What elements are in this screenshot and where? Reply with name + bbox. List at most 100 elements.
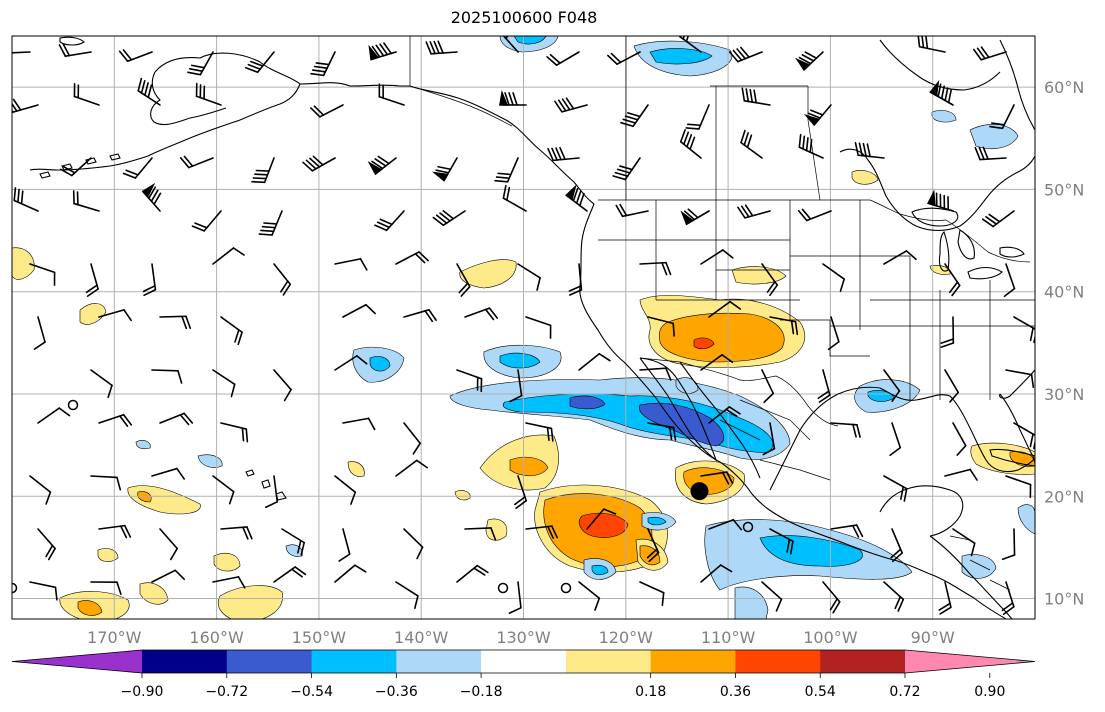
wind-barb [302, 155, 336, 172]
wind-barb [90, 475, 122, 491]
wind-barb [37, 407, 71, 424]
positive-anomaly-region [485, 518, 508, 541]
wind-barb [509, 369, 523, 403]
negative-anomaly-region [197, 454, 223, 468]
wind-barb [679, 36, 702, 53]
wind-barb [212, 475, 235, 505]
positive-anomaly-region [139, 582, 169, 605]
colorbar-segment [735, 650, 821, 673]
wind-barb [395, 459, 429, 477]
wind-barb [952, 528, 976, 557]
hudson-bay [839, 148, 1035, 232]
longitude-label: 160°W [189, 628, 244, 647]
colorbar-segment [396, 650, 482, 673]
wind-barb [499, 90, 527, 106]
colorbar-tick-label: −0.54 [290, 684, 333, 700]
wind-barb [647, 422, 677, 441]
latitude-label: 60°N [1044, 78, 1084, 97]
calm-circle [497, 582, 509, 594]
wind-barb [367, 155, 397, 176]
wind-barb [13, 187, 39, 212]
wind-barb [403, 528, 424, 560]
wind-barb [338, 528, 351, 562]
wind-barb [29, 475, 52, 505]
wind-barb [769, 528, 794, 555]
wind-barb [1001, 528, 1016, 561]
colorbar-segment [481, 650, 567, 673]
calm-circle [67, 399, 79, 411]
colorbar-tick-label: −0.90 [121, 684, 164, 700]
wind-barb [141, 182, 162, 212]
wind-barb [797, 208, 832, 222]
wind-barb [700, 564, 733, 583]
wind-barb [761, 263, 779, 297]
wind-barb [547, 146, 580, 162]
wind-barb [740, 129, 763, 159]
longitude-label: 170°W [87, 628, 142, 647]
wind-barb [883, 369, 901, 403]
colorbar-segment [142, 650, 228, 673]
calm-circle [12, 582, 18, 594]
wind-barbs [12, 36, 1035, 616]
longitude-label: 110°W [701, 628, 756, 647]
us-mexico-border [639, 357, 839, 427]
wind-barb [795, 51, 824, 72]
longitude-label: 100°W [803, 628, 858, 647]
wind-barb [98, 524, 132, 539]
lake-huron [957, 229, 975, 260]
positive-anomaly-region [454, 490, 471, 501]
longitude-label: 90°W [911, 628, 955, 647]
positive-anomaly-region [127, 485, 201, 515]
wind-barb [728, 46, 763, 63]
wind-barb [700, 249, 734, 265]
wind-barb [554, 97, 588, 113]
negative-anomaly-core [591, 564, 609, 576]
wind-barb [741, 87, 771, 106]
positive-anomaly-region [459, 259, 517, 289]
wind-barb [90, 581, 122, 596]
wind-barb [159, 412, 194, 426]
positive-anomaly-region [851, 170, 879, 185]
wind-barb [212, 576, 246, 589]
wind-barb [647, 316, 675, 337]
wind-barb [612, 157, 641, 181]
latitude-label: 20°N [1044, 487, 1084, 506]
wind-barb [700, 471, 734, 485]
wind-barb [258, 210, 283, 236]
wind-barb [525, 422, 554, 442]
positive-anomaly-strong [693, 337, 715, 350]
wind-barb [1001, 581, 1015, 616]
wind-barb [883, 581, 905, 612]
wind-barb [374, 210, 405, 232]
wind-barb [944, 468, 978, 481]
alaska-peninsula [29, 83, 301, 171]
wind-barb [830, 422, 861, 438]
coastlines [29, 36, 1035, 619]
negative-anomaly-region [734, 586, 769, 619]
wind-barb [151, 369, 183, 384]
wind-barb [499, 36, 519, 53]
wind-barb [98, 309, 132, 322]
wind-barb [310, 104, 344, 118]
political-boundaries [409, 36, 1035, 591]
wind-barb [586, 508, 617, 530]
wind-barb [179, 155, 214, 169]
wind-barb [761, 369, 775, 404]
wind-barb [615, 203, 649, 218]
wind-barb [378, 83, 405, 106]
wind-barb [508, 581, 522, 614]
wind-barb [464, 527, 497, 541]
colorbar-tick-label: −0.36 [375, 684, 418, 700]
wind-barb [803, 104, 832, 127]
wind-barb [456, 564, 489, 583]
alaska-canada-border [409, 36, 513, 127]
positive-anomaly-strong [579, 512, 629, 538]
colorbar-tick-label: 0.72 [889, 684, 920, 700]
wind-barb [568, 263, 583, 296]
latitude-labels: 60°N 50°N 40°N 30°N 20°N 10°N [1044, 78, 1084, 608]
positive-anomaly-region [79, 303, 107, 325]
positive-anomaly-region [731, 266, 787, 285]
wind-barb [212, 369, 236, 398]
wind-barb [517, 263, 541, 291]
